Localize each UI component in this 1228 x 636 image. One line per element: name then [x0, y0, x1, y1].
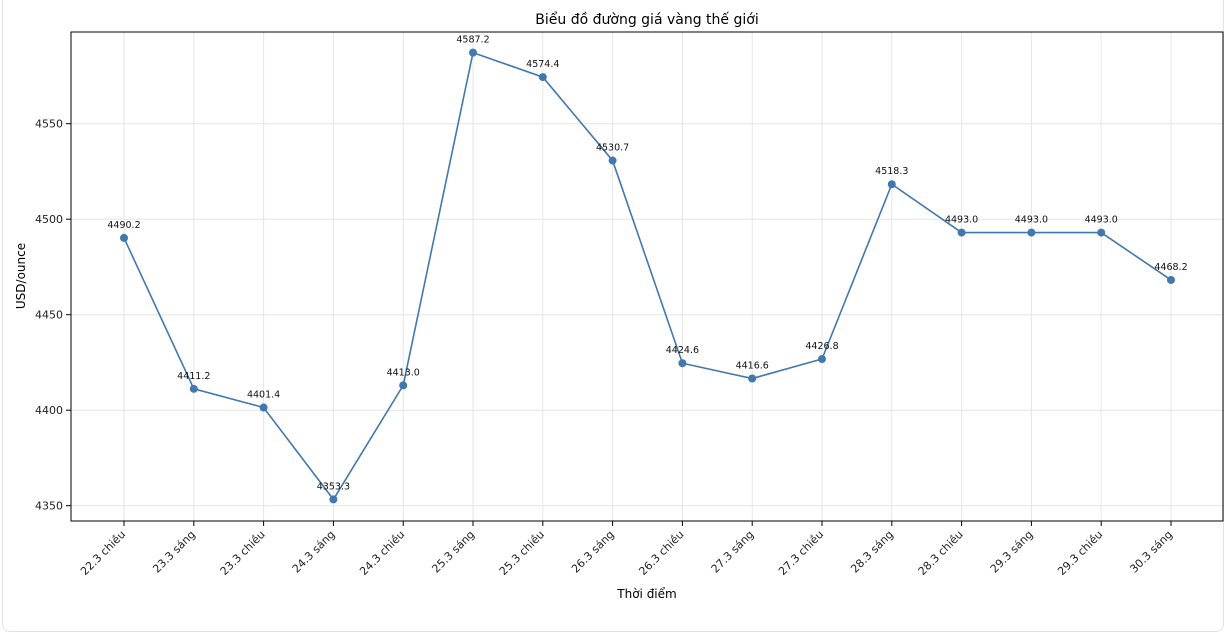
data-label: 4493.0 — [1015, 215, 1048, 226]
series-gia-vang: 4490.2 4411.2 4401.4 4353.3 4413.0 4587.2 4574… — [107, 35, 1188, 504]
data-label: 4413.0 — [387, 367, 420, 378]
data-label: 4493.0 — [1085, 215, 1118, 226]
data-point — [329, 495, 338, 504]
x-tick-label: 24.3 sáng — [290, 528, 338, 576]
x-tick-label: 25.3 chiều — [497, 528, 547, 578]
x-tick-label: 29.3 chiều — [1055, 528, 1105, 578]
data-point — [748, 374, 757, 383]
x-tick-label: 27.3 chiều — [776, 528, 826, 578]
x-tick-label: 27.3 sáng — [709, 528, 757, 576]
data-point — [399, 381, 408, 390]
data-point — [1167, 275, 1175, 284]
y-tick-label: 4450 — [35, 309, 63, 322]
data-point — [469, 48, 477, 57]
data-label: 4493.0 — [945, 215, 978, 226]
y-tick-label: 4550 — [35, 118, 63, 131]
data-label: 4490.2 — [107, 220, 140, 231]
data-point — [189, 384, 198, 393]
data-point — [1027, 228, 1036, 237]
line-chart: Biểu đồ đường giá vàng thế giới 4350 4400… — [14, 11, 1224, 601]
y-tick-label: 4500 — [35, 213, 63, 226]
x-tick-label: 23.3 sáng — [150, 528, 198, 576]
data-point — [1097, 228, 1106, 237]
data-point — [608, 156, 617, 165]
data-label: 4411.2 — [177, 371, 210, 382]
plot-area — [70, 31, 1224, 522]
data-label: 4530.7 — [596, 143, 629, 154]
data-label: 4426.8 — [805, 341, 838, 352]
y-tick-label: 4400 — [35, 404, 63, 417]
chart-title: Biểu đồ đường giá vàng thế giới — [535, 11, 758, 28]
data-point — [818, 355, 826, 364]
data-label: 4424.6 — [666, 345, 699, 356]
x-tick-label: 26.3 sáng — [569, 528, 617, 576]
data-label: 4416.6 — [736, 361, 769, 372]
x-tick-label: 23.3 chiều — [218, 528, 268, 578]
data-point — [678, 359, 687, 368]
series-line — [123, 51, 1172, 501]
data-label: 4518.3 — [875, 166, 908, 177]
x-axis-label: Thời điểm — [616, 587, 676, 601]
x-tick-label: 26.3 chiều — [636, 528, 686, 578]
data-label: 4587.2 — [456, 35, 489, 46]
data-label: 4574.4 — [526, 59, 559, 70]
data-point — [957, 228, 966, 237]
data-label: 4401.4 — [247, 390, 280, 401]
grid — [71, 32, 1223, 521]
x-tick-label: 22.3 chiều — [78, 528, 128, 578]
y-tick-label: 4350 — [35, 500, 63, 513]
data-point — [538, 73, 547, 82]
data-point — [887, 180, 896, 189]
x-tick-label: 28.3 chiều — [916, 528, 966, 578]
x-tick-label: 24.3 chiều — [357, 528, 407, 578]
x-tick-label: 25.3 sáng — [429, 528, 477, 576]
data-point — [259, 403, 268, 412]
y-axis-label: USD/ounce — [14, 243, 28, 309]
x-tick-label: 28.3 sáng — [848, 528, 896, 576]
data-label: 4468.2 — [1154, 262, 1187, 273]
data-point — [120, 233, 128, 242]
y-axis: 4350 4400 4450 4500 4550 — [35, 118, 71, 513]
x-tick-label: 30.3 sáng — [1127, 528, 1175, 576]
x-tick-label: 29.3 sáng — [988, 528, 1036, 576]
x-axis: 22.3 chiều 23.3 sáng 23.3 chiều 24.3 sáng 24… — [78, 521, 1175, 578]
data-label: 4353.3 — [317, 481, 350, 492]
